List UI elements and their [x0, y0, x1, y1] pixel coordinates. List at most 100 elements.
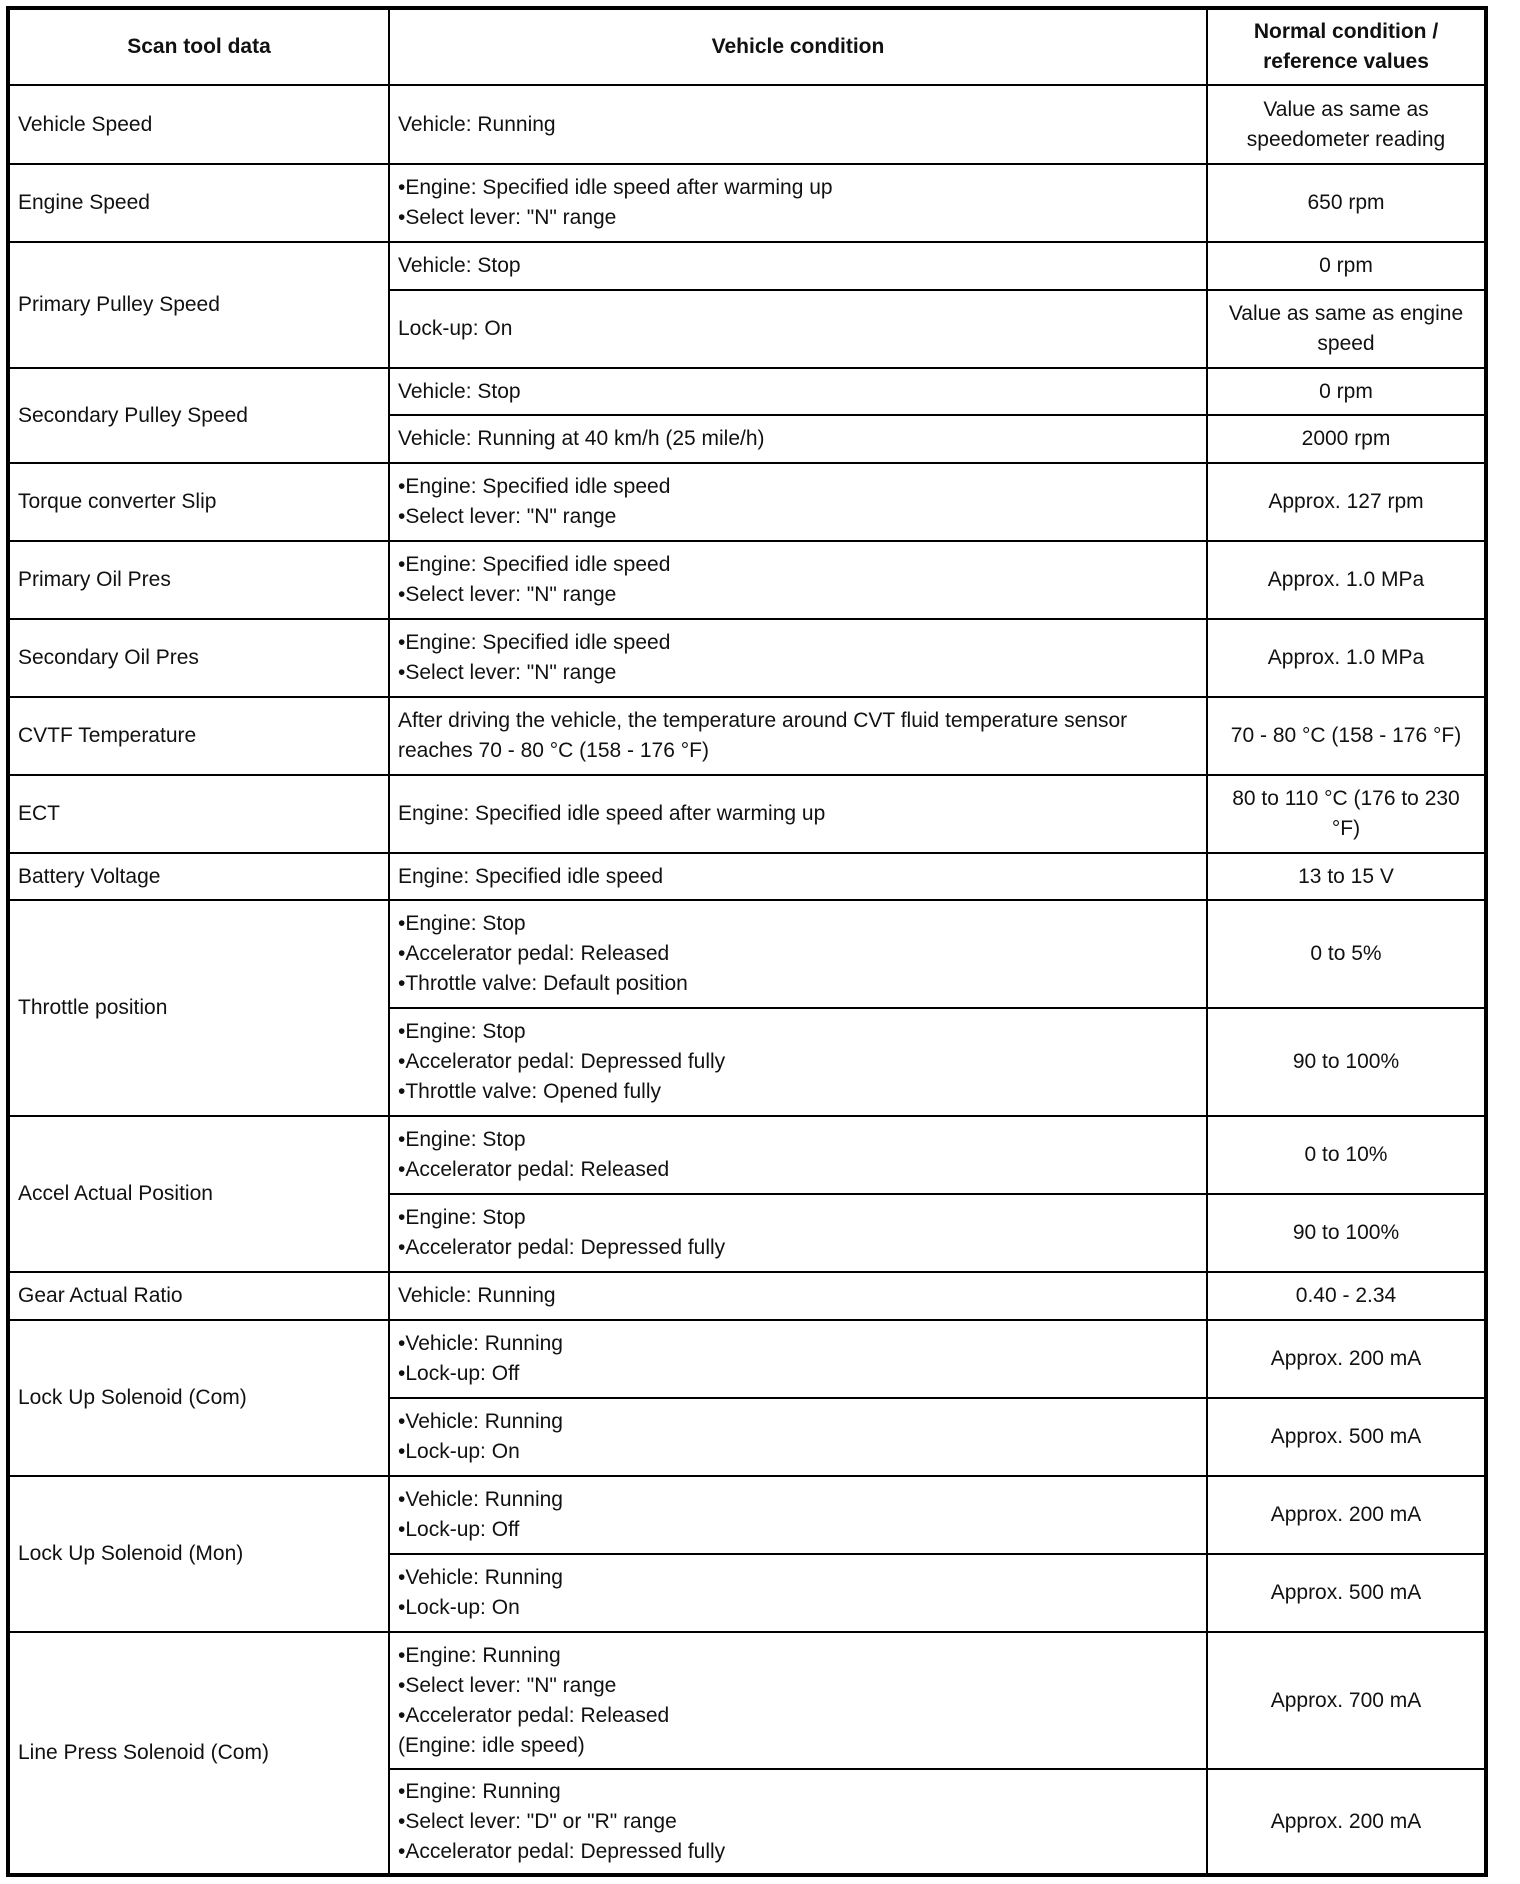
- scan-tool-data-table: Scan tool data Vehicle condition Normal …: [6, 6, 1488, 1877]
- condition-line: •Select lever: "N" range: [398, 661, 617, 684]
- vehicle-condition-cell: Vehicle: Stop: [388, 241, 1208, 291]
- table-row: •Vehicle: Running •Lock-up: On Approx. 500…: [8, 1553, 1487, 1633]
- reference-value-cell: Approx. 200 mA: [1206, 1475, 1487, 1555]
- vehicle-condition-cell: •Engine: Stop •Accelerator pedal: Release…: [388, 899, 1208, 1009]
- condition-line: •Select lever: "N" range: [398, 206, 617, 229]
- condition-line: •Lock-up: Off: [398, 1362, 520, 1385]
- scan-tool-item-name: Primary Pulley Speed: [7, 241, 390, 369]
- condition-line: •Vehicle: Running: [398, 1410, 563, 1433]
- table-row: Lock Up Solenoid (Com) •Vehicle: Running •…: [7, 1319, 1487, 1477]
- reference-value-cell: 80 to 110 °C (176 to 230 °F): [1206, 774, 1487, 854]
- condition-line: •Vehicle: Running: [398, 1488, 563, 1511]
- table-row: Accel Actual Position •Engine: Stop •Accel…: [7, 1115, 1487, 1273]
- reference-value-cell: 2000 rpm: [1206, 414, 1487, 464]
- reference-value-cell: 0 rpm: [1206, 367, 1487, 416]
- table-row: •Engine: Stop •Accelerator pedal: Depress…: [8, 1193, 1487, 1273]
- vehicle-condition-cell: Lock-up: On: [388, 289, 1208, 369]
- reference-value-cell: Approx. 700 mA: [1206, 1631, 1487, 1770]
- condition-line: Vehicle: Stop: [398, 379, 521, 403]
- condition-line: •Engine: Specified idle speed: [398, 553, 671, 576]
- header-normal-condition: Normal condition / reference values: [1206, 7, 1487, 86]
- scan-tool-item-name: Lock Up Solenoid (Mon): [7, 1475, 390, 1633]
- table-row: CVTF Temperature After driving the vehicl…: [7, 696, 1487, 776]
- condition-line: •Select lever: "N" range: [398, 505, 617, 528]
- scan-tool-item-name: Primary Oil Pres: [7, 540, 390, 620]
- reference-value-cell: 0 to 10%: [1206, 1115, 1487, 1195]
- condition-line: •Lock-up: Off: [398, 1518, 520, 1541]
- condition-line: •Select lever: "D" or "R" range: [398, 1809, 677, 1833]
- table-row: Engine Speed •Engine: Specified idle spee…: [7, 163, 1487, 243]
- condition-line: Engine: Specified idle speed: [398, 864, 664, 888]
- condition-line: •Accelerator pedal: Depressed fully: [398, 1839, 726, 1863]
- scan-tool-item-name: Secondary Pulley Speed: [7, 367, 390, 464]
- scan-tool-item-name: Vehicle Speed: [7, 84, 390, 165]
- reference-value-cell: 0 rpm: [1206, 241, 1487, 291]
- reference-value-cell: Value as same as speedometer reading: [1206, 84, 1487, 165]
- table-row: Torque converter Slip •Engine: Specified …: [7, 462, 1487, 542]
- condition-line: •Select lever: "N" range: [398, 583, 617, 606]
- reference-value-cell: Approx. 1.0 MPa: [1206, 618, 1487, 698]
- reference-value-cell: Approx. 200 mA: [1206, 1319, 1487, 1399]
- scan-tool-item-name: Secondary Oil Pres: [7, 618, 390, 698]
- condition-line: •Engine: Specified idle speed: [398, 475, 671, 498]
- condition-line: •Accelerator pedal: Depressed fully: [398, 1236, 726, 1259]
- reference-value-cell: 650 rpm: [1206, 163, 1487, 243]
- scan-tool-item-name: Throttle position: [7, 899, 390, 1117]
- table-row: •Engine: Running •Select lever: "D" or "R…: [8, 1768, 1487, 1876]
- condition-line: •Engine: Running: [398, 1643, 561, 1667]
- vehicle-condition-cell: •Vehicle: Running •Lock-up: On: [388, 1553, 1208, 1633]
- reference-value-cell: 70 - 80 °C (158 - 176 °F): [1206, 696, 1487, 776]
- table-row: ECT Engine: Specified idle speed after wa…: [7, 774, 1487, 854]
- condition-line: •Engine: Specified idle speed after warm…: [398, 176, 833, 199]
- table-row: Line Press Solenoid (Com) •Engine: Runnin…: [7, 1631, 1487, 1876]
- vehicle-condition-cell: Engine: Specified idle speed: [388, 852, 1208, 901]
- vehicle-condition-cell: Vehicle: Running: [388, 84, 1208, 165]
- header-scan-tool-data: Scan tool data: [7, 7, 390, 86]
- scan-tool-item-name: Accel Actual Position: [7, 1115, 390, 1273]
- reference-value-cell: Approx. 1.0 MPa: [1206, 540, 1487, 620]
- vehicle-condition-cell: Vehicle: Running: [388, 1271, 1208, 1321]
- vehicle-condition-cell: •Vehicle: Running •Lock-up: On: [388, 1397, 1208, 1477]
- table-row: Secondary Oil Pres •Engine: Specified idl…: [7, 618, 1487, 698]
- condition-line: •Engine: Specified idle speed: [398, 631, 671, 654]
- table-row: •Vehicle: Running •Lock-up: On Approx. 500…: [8, 1397, 1487, 1477]
- table-row: Secondary Pulley Speed Vehicle: Stop 0 rpm: [7, 367, 1487, 464]
- condition-line: Vehicle: Running: [398, 112, 556, 136]
- scan-tool-item-name: Battery Voltage: [7, 852, 390, 901]
- table-row: •Engine: Stop •Accelerator pedal: Depress…: [8, 1007, 1487, 1117]
- condition-line: •Throttle valve: Default position: [398, 972, 688, 995]
- vehicle-condition-cell: After driving the vehicle, the temperatu…: [388, 696, 1208, 776]
- reference-value-cell: 13 to 15 V: [1206, 852, 1487, 901]
- condition-line: After driving the vehicle, the temperatu…: [398, 709, 1128, 762]
- table-row: Throttle position •Engine: Stop •Accelerat…: [7, 899, 1487, 1117]
- condition-line: Vehicle: Running at 40 km/h (25 mile/h): [398, 427, 765, 450]
- scan-tool-item-name: CVTF Temperature: [7, 696, 390, 776]
- vehicle-condition-cell: •Engine: Stop •Accelerator pedal: Depress…: [388, 1193, 1208, 1273]
- table-row: Vehicle Speed Vehicle: Running Value as sa…: [7, 84, 1487, 165]
- condition-line: •Engine: Stop: [398, 1128, 526, 1151]
- scan-tool-item-name: Engine Speed: [7, 163, 390, 243]
- condition-line: •Accelerator pedal: Depressed fully: [398, 1050, 726, 1073]
- condition-line: Vehicle: Running: [398, 1284, 556, 1307]
- vehicle-condition-cell: •Engine: Stop •Accelerator pedal: Release…: [388, 1115, 1208, 1195]
- condition-line: •Lock-up: On: [398, 1440, 520, 1463]
- vehicle-condition-cell: Engine: Specified idle speed after warmi…: [388, 774, 1208, 854]
- vehicle-condition-cell: •Engine: Running •Select lever: "N" range…: [388, 1631, 1208, 1770]
- table-row: Primary Oil Pres •Engine: Specified idle …: [7, 540, 1487, 620]
- vehicle-condition-cell: Vehicle: Stop: [388, 367, 1208, 416]
- reference-value-cell: 0.40 - 2.34: [1206, 1271, 1487, 1321]
- vehicle-condition-cell: •Engine: Specified idle speed •Select lev…: [388, 540, 1208, 620]
- reference-value-cell: 0 to 5%: [1206, 899, 1487, 1009]
- scan-tool-item-name: Line Press Solenoid (Com): [7, 1631, 390, 1876]
- scan-tool-item-name: Gear Actual Ratio: [7, 1271, 390, 1321]
- reference-value-cell: Approx. 500 mA: [1206, 1397, 1487, 1477]
- condition-line: •Engine: Stop: [398, 1206, 526, 1229]
- reference-value-cell: 90 to 100%: [1206, 1007, 1487, 1117]
- scan-tool-item-name: ECT: [7, 774, 390, 854]
- scan-tool-item-name: Lock Up Solenoid (Com): [7, 1319, 390, 1477]
- condition-line: •Accelerator pedal: Released: [398, 1158, 670, 1181]
- header-vehicle-condition: Vehicle condition: [388, 7, 1208, 86]
- reference-value-cell: 90 to 100%: [1206, 1193, 1487, 1273]
- condition-line: •Accelerator pedal: Released: [398, 942, 670, 965]
- vehicle-condition-cell: •Vehicle: Running •Lock-up: Off: [388, 1319, 1208, 1399]
